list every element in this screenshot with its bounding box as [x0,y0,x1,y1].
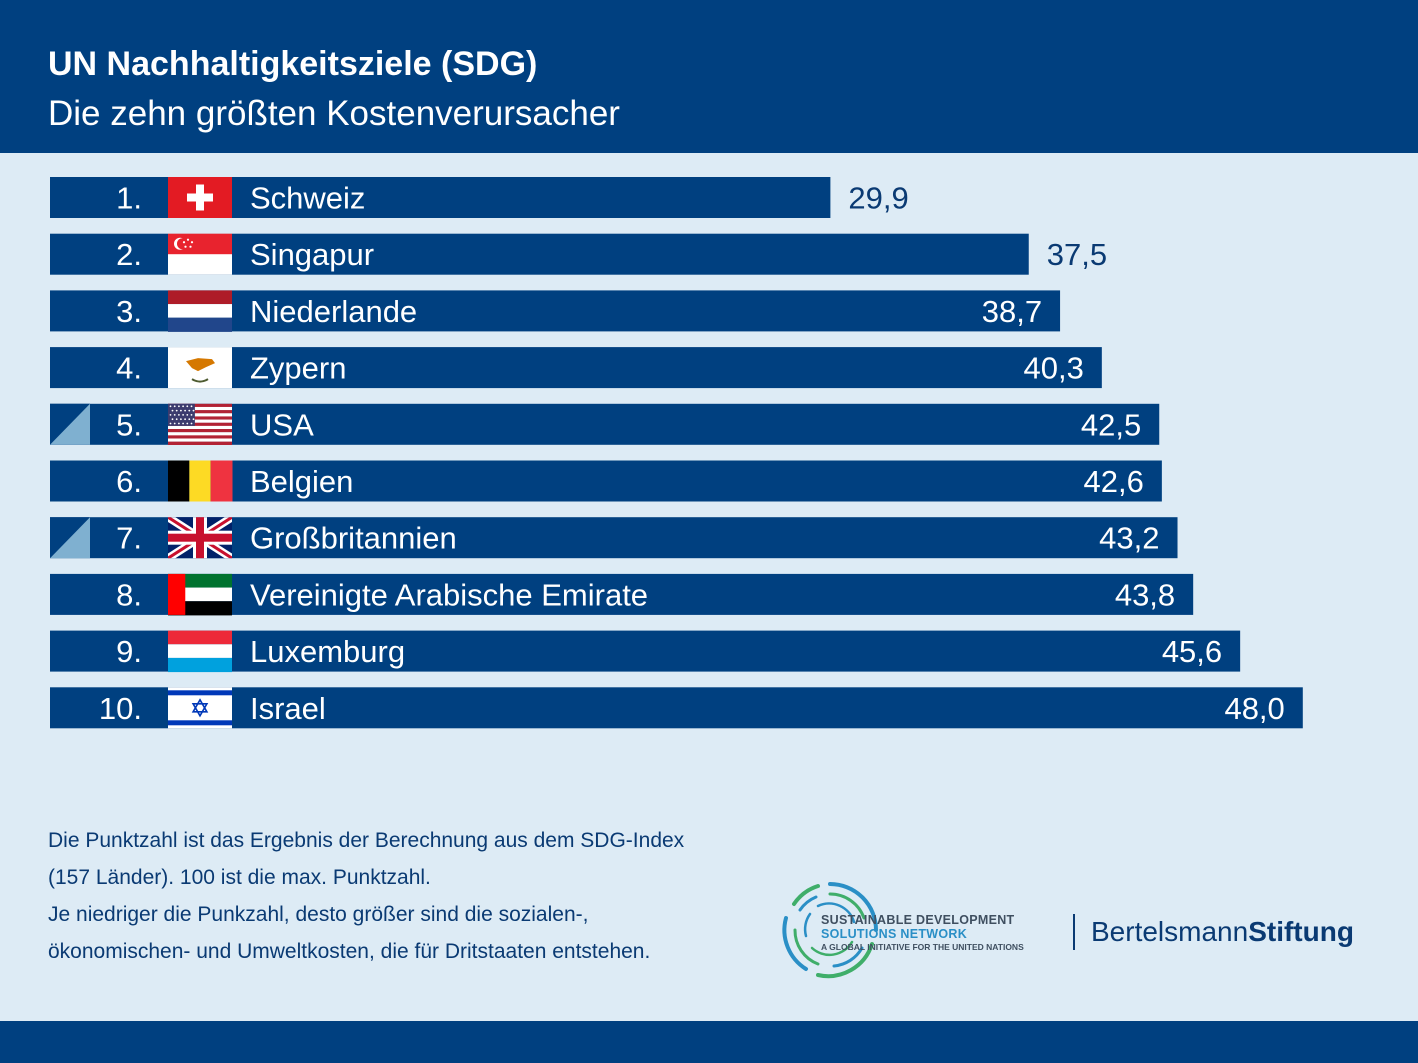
country-label: Belgien [250,464,353,499]
bar-row: 7. Großbritannien 43,2 [50,517,1178,559]
value-label: 38,7 [982,294,1042,329]
rank-label: 7. [116,521,142,556]
value-label: 43,8 [1115,577,1175,612]
value-label: 42,5 [1081,407,1141,442]
uae-flag [168,573,232,616]
g20-marker [50,403,90,445]
country-label: Niederlande [250,294,417,329]
bar [50,517,1178,559]
country-label: Zypern [250,351,346,386]
value-label: 45,6 [1162,634,1222,669]
footnote-line: Die Punktzahl ist das Ergebnis der Berec… [48,829,685,852]
switzerland-flag [168,177,232,218]
chart-subtitle: Die zehn größten Kostenverursacher [48,94,620,133]
rank-label: 5. [116,407,142,442]
belgium-flag [168,460,233,502]
footnote-line: ökonomischen- und Umweltkosten, die für … [48,940,651,963]
bar-row: 6. Belgien 42,6 [50,460,1162,502]
bar-row: 9. Luxemburg 45,6 [50,630,1241,672]
bar [50,403,1160,445]
value-label: 29,9 [848,181,908,216]
rank-label: 9. [116,634,142,669]
bar-row: 8. Vereinigte Arabische Emirate 43,8 [50,573,1194,615]
rank-label: 8. [116,577,142,612]
netherlands-flag [168,290,232,332]
value-label: 42,6 [1084,464,1144,499]
bar-row: 10. Israel 48,0 [50,687,1303,729]
country-label: Schweiz [250,181,365,216]
bar [50,460,1162,502]
bertelsmann-stiftung-logo: BertelsmannStiftung [1073,914,1354,950]
logo-word-regular: Bertelsmann [1091,916,1249,947]
bar [50,630,1241,672]
country-label: USA [250,407,314,442]
footer-banner [0,1021,1418,1063]
bar [50,687,1303,729]
sdsn-ring-icon [782,882,878,979]
footnote-line: (157 Länder). 100 ist die max. Punktzahl… [48,866,431,889]
luxembourg-flag [168,630,232,673]
value-label: 48,0 [1224,691,1284,726]
bar [50,573,1194,615]
country-label: Vereinigte Arabische Emirate [250,577,648,612]
country-label: Singapur [250,237,374,272]
cyprus-flag [168,347,232,389]
rank-label: 4. [116,351,142,386]
footnote-line: Je niedriger die Punkzahl, desto größer … [48,903,589,926]
sdsn-wordmark: SUSTAINABLE DEVELOPMENT SOLUTIONS NETWOR… [821,913,1024,953]
rank-label: 10. [99,691,142,726]
rank-label: 6. [116,464,142,499]
bar-chart: 1. Schweiz 29,9 2. Singapur 37,5 3. Niederlande… [50,177,1303,729]
value-label: 40,3 [1023,351,1083,386]
sdsn-line: SUSTAINABLE DEVELOPMENT [821,913,1015,927]
rank-label: 2. [116,237,142,272]
sdsn-line: A GLOBAL INITIATIVE FOR THE UNITED NATIO… [821,942,1024,952]
rank-label: 3. [116,294,142,329]
usa-flag [168,403,232,445]
header-banner: UN Nachhaltigkeitsziele (SDG) Die zehn g… [0,0,1418,153]
country-label: Israel [250,691,326,726]
value-label: 43,2 [1099,521,1159,556]
chart-title: UN Nachhaltigkeitsziele (SDG) [48,45,538,83]
country-label: Großbritannien [250,521,457,556]
singapore-flag [168,233,232,275]
uk-flag [168,517,232,559]
israel-flag [168,687,232,729]
sdsn-line: SOLUTIONS NETWORK [821,927,968,941]
rank-label: 1. [116,181,142,216]
footnote: Die Punktzahl ist das Ergebnis der Berec… [48,822,788,970]
bar [50,177,831,218]
g20-marker [50,517,90,559]
country-label: Luxemburg [250,634,405,669]
bar-row: 5. USA 42,5 [50,403,1160,445]
sdsn-logo: SUSTAINABLE DEVELOPMENT SOLUTIONS NETWOR… [778,878,1058,982]
logo-word-bold: Stiftung [1248,916,1354,947]
value-label: 37,5 [1047,237,1107,272]
